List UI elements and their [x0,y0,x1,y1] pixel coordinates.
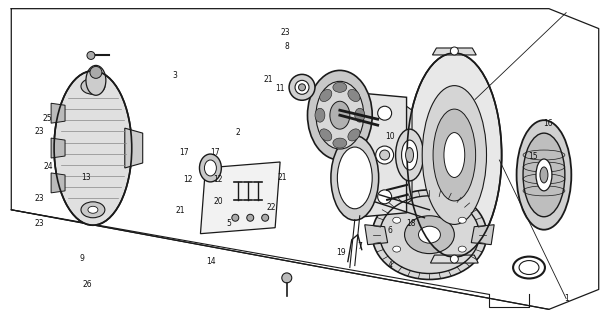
Polygon shape [432,48,476,55]
Ellipse shape [337,147,372,209]
Ellipse shape [396,129,423,181]
Text: 14: 14 [206,258,216,267]
Text: 23: 23 [280,28,290,37]
Text: 24: 24 [43,162,53,171]
Ellipse shape [523,133,565,217]
Polygon shape [51,103,65,123]
Ellipse shape [404,216,454,253]
Ellipse shape [378,190,392,204]
Text: 3: 3 [172,71,177,80]
Polygon shape [365,225,387,244]
Ellipse shape [418,226,440,243]
Polygon shape [363,93,406,217]
Ellipse shape [90,67,102,78]
Ellipse shape [348,129,360,141]
Text: 6: 6 [387,226,392,235]
Text: 20: 20 [214,197,224,206]
Text: 7: 7 [357,242,362,251]
Text: 25: 25 [42,114,52,123]
Polygon shape [405,105,412,205]
Ellipse shape [315,108,325,122]
Ellipse shape [333,82,347,92]
Ellipse shape [316,81,364,149]
Ellipse shape [433,109,476,201]
Ellipse shape [348,89,360,101]
Ellipse shape [378,106,392,120]
Ellipse shape [87,52,95,60]
Text: 10: 10 [386,132,395,140]
Ellipse shape [372,190,487,279]
Ellipse shape [517,120,572,230]
Text: 15: 15 [528,152,537,161]
Ellipse shape [88,83,98,90]
Ellipse shape [355,108,365,122]
Text: 19: 19 [337,248,346,257]
Ellipse shape [379,150,390,160]
Text: 21: 21 [176,206,185,215]
Ellipse shape [54,71,132,225]
Ellipse shape [204,160,217,176]
Ellipse shape [450,255,458,263]
Ellipse shape [298,84,306,91]
Text: 11: 11 [274,84,284,93]
Text: 1: 1 [564,294,569,303]
Text: 18: 18 [406,219,416,228]
Text: 21: 21 [264,75,273,84]
Polygon shape [472,225,494,244]
Text: 23: 23 [34,127,44,136]
Ellipse shape [458,217,466,223]
Ellipse shape [406,148,414,163]
Text: 4: 4 [387,261,392,270]
Ellipse shape [401,140,417,170]
Text: 5: 5 [227,219,232,228]
Ellipse shape [331,136,379,220]
Polygon shape [51,138,65,158]
Text: 17: 17 [179,148,188,156]
Text: 22: 22 [267,203,276,212]
Text: 17: 17 [210,148,220,156]
Text: 12: 12 [214,175,223,184]
Ellipse shape [422,86,487,224]
Ellipse shape [247,214,254,221]
Ellipse shape [450,47,458,55]
Text: 16: 16 [543,119,553,128]
Ellipse shape [199,154,221,182]
Ellipse shape [393,246,401,252]
Text: 26: 26 [83,280,92,289]
Polygon shape [431,255,478,263]
Ellipse shape [232,214,239,221]
Ellipse shape [376,146,393,164]
Ellipse shape [393,217,401,223]
Polygon shape [51,173,65,193]
Ellipse shape [458,246,466,252]
Text: 12: 12 [184,175,193,184]
Ellipse shape [320,129,332,141]
Text: 2: 2 [236,128,240,137]
Ellipse shape [540,167,548,183]
Ellipse shape [282,273,292,283]
Ellipse shape [88,206,98,213]
Text: 8: 8 [284,42,289,52]
Ellipse shape [407,53,501,257]
Ellipse shape [81,202,105,218]
Text: 23: 23 [34,194,44,203]
Ellipse shape [295,80,309,94]
Text: 9: 9 [80,254,85,263]
Text: 21: 21 [277,173,287,182]
Ellipse shape [444,132,465,178]
Ellipse shape [536,159,552,191]
Polygon shape [125,128,143,168]
Ellipse shape [330,101,350,129]
Text: 13: 13 [82,173,91,182]
Ellipse shape [86,65,106,95]
Ellipse shape [307,70,372,160]
Ellipse shape [289,74,315,100]
Ellipse shape [320,89,332,101]
Ellipse shape [333,138,347,148]
Ellipse shape [81,78,105,94]
Text: 23: 23 [34,219,44,228]
Polygon shape [201,162,280,234]
Ellipse shape [262,214,268,221]
